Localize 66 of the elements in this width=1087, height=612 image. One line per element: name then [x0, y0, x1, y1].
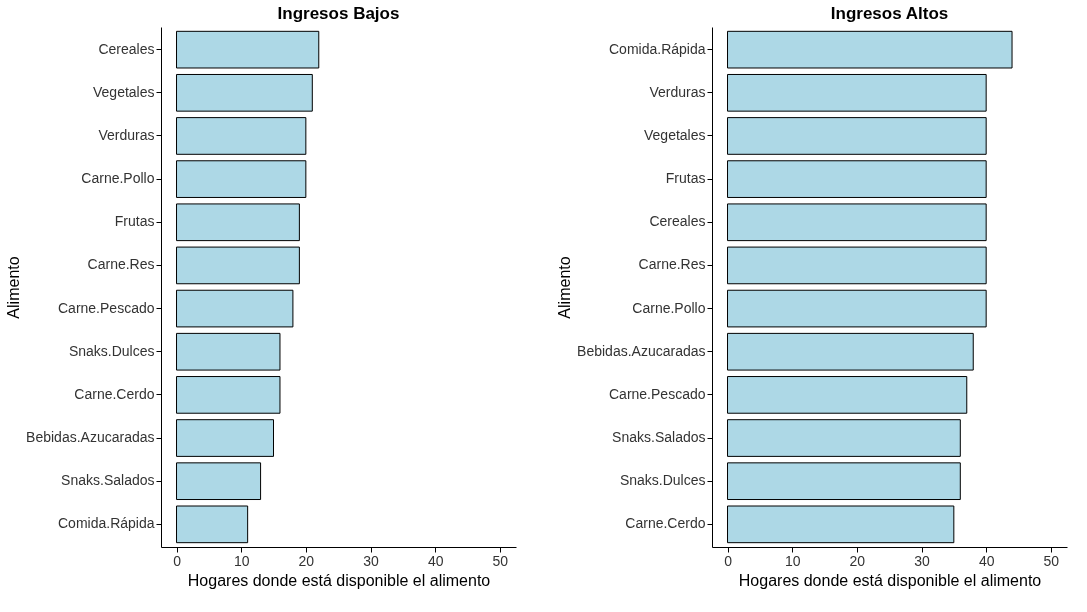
bar	[176, 419, 275, 457]
bar	[176, 117, 307, 155]
bar	[727, 203, 987, 242]
y-tick-label: Cereales	[98, 40, 155, 57]
bar	[176, 160, 307, 198]
x-tick-label: 50	[492, 552, 509, 569]
x-tick-label: 30	[914, 552, 931, 569]
x-tick-label: 40	[978, 552, 995, 569]
y-tick-label: Carne.Pollo	[81, 170, 155, 187]
y-tick-label: Comida.Rápida	[58, 515, 155, 532]
x-tick-label: 0	[173, 552, 182, 569]
y-axis-title: Alimento	[556, 256, 574, 319]
x-tick-label: 30	[363, 552, 380, 569]
y-tick-label: Comida.Rápida	[609, 40, 706, 57]
x-tick-label: 10	[233, 552, 250, 569]
bar	[176, 462, 262, 501]
chart-title: Ingresos Bajos	[277, 4, 400, 23]
bar	[727, 73, 987, 112]
bar	[727, 376, 968, 414]
y-tick-label: Carne.Res	[87, 256, 155, 273]
y-tick-label: Bebidas.Azucaradas	[26, 429, 155, 446]
bar	[176, 505, 249, 544]
x-tick-label: 40	[427, 552, 444, 569]
y-tick-label: Vegetales	[93, 83, 155, 100]
y-tick-label: Carne.Cerdo	[74, 385, 155, 402]
bar	[727, 462, 961, 501]
bar	[727, 289, 987, 328]
y-tick-label: Snaks.Dulces	[68, 342, 155, 359]
y-tick-label: Carne.Pollo	[632, 299, 706, 316]
bar	[176, 203, 300, 242]
y-tick-label: Snaks.Dulces	[619, 472, 706, 489]
y-tick-label: Carne.Cerdo	[625, 515, 706, 532]
bar	[727, 332, 974, 371]
x-tick-label: 0	[724, 552, 733, 569]
bar	[176, 73, 313, 112]
x-tick-label: 20	[849, 552, 866, 569]
bar	[176, 376, 281, 414]
bar	[727, 246, 987, 285]
bar	[727, 160, 987, 198]
x-tick-label: 20	[298, 552, 315, 569]
y-tick-label: Frutas	[114, 213, 155, 230]
y-tick-label: Carne.Pescado	[608, 385, 706, 402]
bar	[727, 505, 955, 544]
bar	[176, 246, 300, 285]
y-tick-label: Frutas	[665, 170, 706, 187]
y-tick-label: Verduras	[98, 126, 155, 143]
bar	[176, 332, 281, 371]
x-axis-title: Hogares donde está disponible el alimento	[187, 571, 491, 589]
y-tick-label: Carne.Pescado	[57, 299, 155, 316]
y-tick-label: Carne.Res	[638, 256, 706, 273]
y-tick-label: Bebidas.Azucaradas	[577, 342, 706, 359]
bar	[727, 419, 961, 457]
bar	[176, 289, 294, 328]
y-tick-label: Cereales	[649, 213, 706, 230]
x-tick-label: 50	[1043, 552, 1060, 569]
y-tick-label: Verduras	[649, 83, 706, 100]
bar	[727, 117, 987, 155]
x-tick-label: 10	[784, 552, 801, 569]
chart-title: Ingresos Altos	[830, 4, 949, 23]
y-tick-label: Snaks.Salados	[61, 472, 155, 489]
bar	[176, 30, 320, 69]
y-tick-label: Snaks.Salados	[612, 429, 706, 446]
x-axis-title: Hogares donde está disponible el alimento	[738, 571, 1042, 589]
y-tick-label: Vegetales	[644, 126, 706, 143]
y-axis-title: Alimento	[5, 256, 23, 319]
bar	[727, 30, 1013, 69]
